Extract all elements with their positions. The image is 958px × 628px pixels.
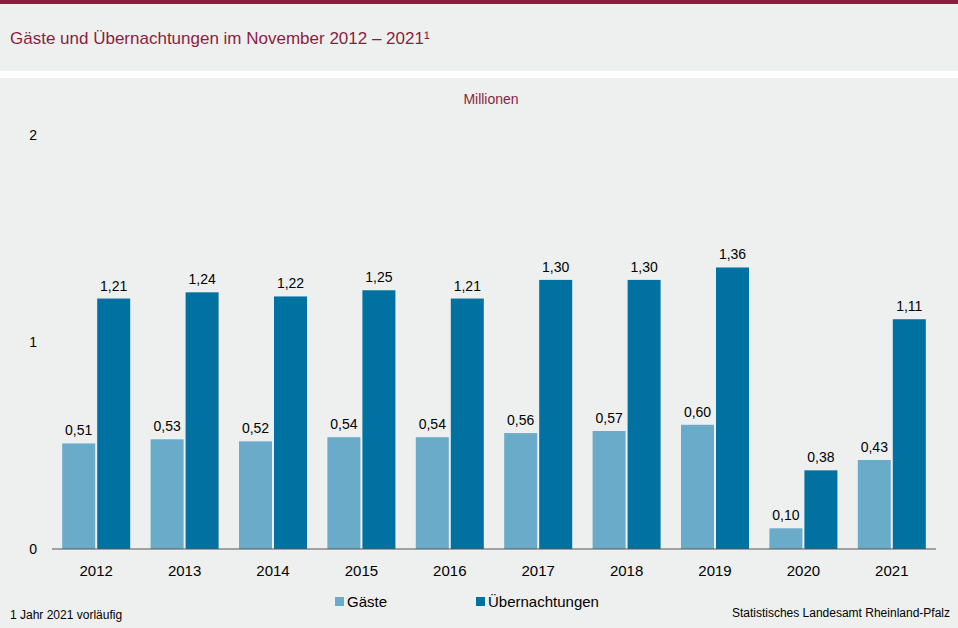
x-tick-label: 2019 [698,562,731,579]
x-tick-label: 2015 [345,562,378,579]
data-label: 0,43 [861,439,888,455]
background [0,0,958,628]
data-label: 1,30 [542,259,569,275]
x-tick-label: 2020 [787,562,820,579]
bars [62,267,926,549]
y-tick [48,342,52,343]
x-tick-label: 2017 [522,562,555,579]
bar [327,437,360,549]
bar [769,528,802,549]
header-bar [0,0,958,4]
x-tick-label: 2018 [610,562,643,579]
data-labels: 0,51 0,53 0,52 0,54 0,54 0,56 0,57 0,60 0,10 0,43… [65,246,923,523]
bar [186,292,219,549]
bar [804,470,837,549]
data-label: 1,21 [100,278,127,294]
bar [362,290,395,549]
bar [97,299,130,549]
x-tick-label: 2013 [168,562,201,579]
data-label: 0,38 [807,449,834,465]
data-label: 1,30 [630,259,657,275]
data-label: 0,54 [330,416,357,432]
source: Statistisches Landesamt Rheinland-Pfalz [732,606,950,620]
y-tick [48,549,52,550]
bar [681,425,714,549]
bar [151,439,184,549]
bar [716,267,749,549]
legend-label: Gäste [347,593,387,610]
bar [539,280,572,549]
bar [451,299,484,549]
data-label: 1,36 [719,246,746,262]
y-tick-label: 1 [29,334,37,350]
data-label: 0,52 [242,420,269,436]
x-tick-label: 2021 [875,562,908,579]
x-tick-label: 2012 [80,562,113,579]
bar [274,296,307,549]
data-label: 0,53 [153,418,180,434]
footnote: 1 Jahr 2021 vorläufig [10,608,122,622]
data-label: 1,24 [188,271,215,287]
x-axis [52,549,936,550]
data-label: 0,57 [595,410,622,426]
bar [504,433,537,549]
data-label: 0,10 [772,507,799,523]
data-label: 1,21 [454,278,481,294]
title: Gäste und Übernachtungen im November 201… [10,29,430,48]
header-separator [0,71,958,78]
data-label: 0,60 [684,404,711,420]
bar [858,460,891,549]
y-tick [48,135,52,136]
bar [239,441,272,549]
bar [62,443,95,549]
data-label: 0,51 [65,422,92,438]
y-tick-label: 0 [29,541,37,557]
x-tick-label: 2014 [256,562,289,579]
data-label: 0,54 [419,416,446,432]
data-label: 1,25 [365,269,392,285]
data-label: 1,22 [277,275,304,291]
bar [893,319,926,549]
legend-swatch [476,597,485,606]
y-tick-label: 2 [29,127,37,143]
data-label: 1,11 [896,298,922,314]
chart-root: Gäste und Übernachtungen im November 201… [0,0,958,628]
chart-svg: Gäste und Übernachtungen im November 201… [0,0,958,628]
bar [416,437,449,549]
bar [593,431,626,549]
subtitle: Millionen [463,91,518,107]
legend-label: Übernachtungen [488,593,599,610]
bar [628,280,661,549]
data-label: 0,56 [507,412,534,428]
x-tick-label: 2016 [433,562,466,579]
legend-swatch [335,597,344,606]
